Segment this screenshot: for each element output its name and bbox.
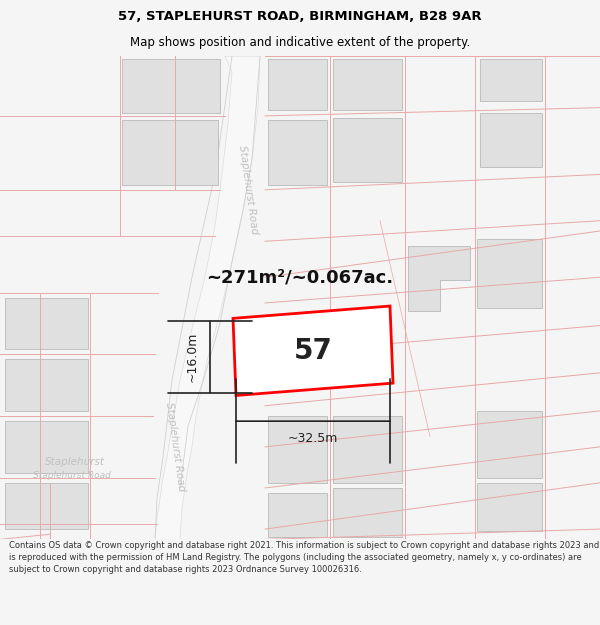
Text: ~32.5m: ~32.5m (288, 432, 338, 445)
Text: Staplehurst Road: Staplehurst Road (237, 144, 259, 235)
Polygon shape (333, 488, 402, 538)
Text: Staplehurst Road: Staplehurst Road (33, 471, 111, 480)
Polygon shape (233, 306, 393, 396)
Polygon shape (480, 59, 542, 101)
Text: ~271m²/~0.067ac.: ~271m²/~0.067ac. (206, 268, 394, 286)
Polygon shape (122, 59, 220, 112)
Polygon shape (408, 246, 470, 311)
Polygon shape (5, 298, 88, 349)
Polygon shape (5, 483, 88, 529)
Polygon shape (122, 120, 218, 185)
Text: Staplehurst: Staplehurst (45, 458, 105, 468)
Polygon shape (333, 59, 402, 110)
Polygon shape (480, 112, 542, 168)
Polygon shape (477, 239, 542, 308)
Text: Contains OS data © Crown copyright and database right 2021. This information is : Contains OS data © Crown copyright and d… (9, 541, 599, 574)
Text: Staplehurst Road: Staplehurst Road (164, 402, 186, 492)
Polygon shape (5, 421, 88, 472)
Text: 57: 57 (293, 337, 332, 365)
Polygon shape (268, 120, 327, 185)
Polygon shape (155, 56, 260, 539)
Polygon shape (333, 118, 402, 182)
Text: ~16.0m: ~16.0m (185, 332, 199, 382)
Polygon shape (268, 493, 327, 538)
Text: Map shows position and indicative extent of the property.: Map shows position and indicative extent… (130, 36, 470, 49)
Polygon shape (477, 411, 542, 478)
Polygon shape (5, 359, 88, 411)
Polygon shape (477, 483, 542, 531)
Polygon shape (333, 416, 402, 483)
Polygon shape (268, 416, 327, 483)
Text: 57, STAPLEHURST ROAD, BIRMINGHAM, B28 9AR: 57, STAPLEHURST ROAD, BIRMINGHAM, B28 9A… (118, 10, 482, 23)
Polygon shape (268, 59, 327, 110)
